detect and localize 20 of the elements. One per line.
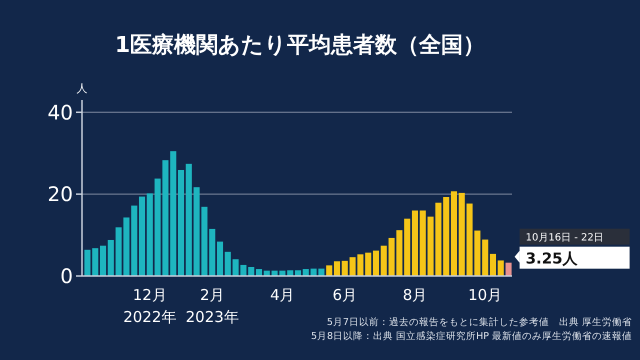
text: 5月8日以降：出典 国立感染症研究所HP 最新値のみ厚生労働省の速報値 (310, 330, 632, 342)
y-tick-label: 0 (60, 264, 73, 288)
x-tick-label: 6月 (332, 286, 358, 304)
x-tick-label: 8月 (402, 286, 428, 304)
y-tick-label: 40 (48, 100, 73, 124)
x-tick-label: 2月 2023年 (186, 286, 239, 326)
bar (334, 261, 340, 276)
text: 10月16日 - 22日 (526, 232, 604, 244)
x-tick-label: 10月 (468, 286, 502, 304)
bar (256, 269, 262, 276)
x-tick-label: 4月 (270, 286, 295, 304)
text: 5月7日以前：過去の報告をもとに集計した参考値 出典 厚生労働省 (326, 316, 632, 328)
y-tick-label: 20 (48, 182, 73, 206)
bar (318, 268, 324, 276)
bar (506, 262, 512, 276)
bar (326, 265, 332, 276)
chart-title: 1医療機関あたり平均患者数（全国） (114, 32, 486, 58)
data-label: 3.25人 (526, 250, 579, 268)
x-tick-label: 12月 2022年 (123, 286, 176, 326)
y-axis-title: 人 (76, 82, 88, 95)
